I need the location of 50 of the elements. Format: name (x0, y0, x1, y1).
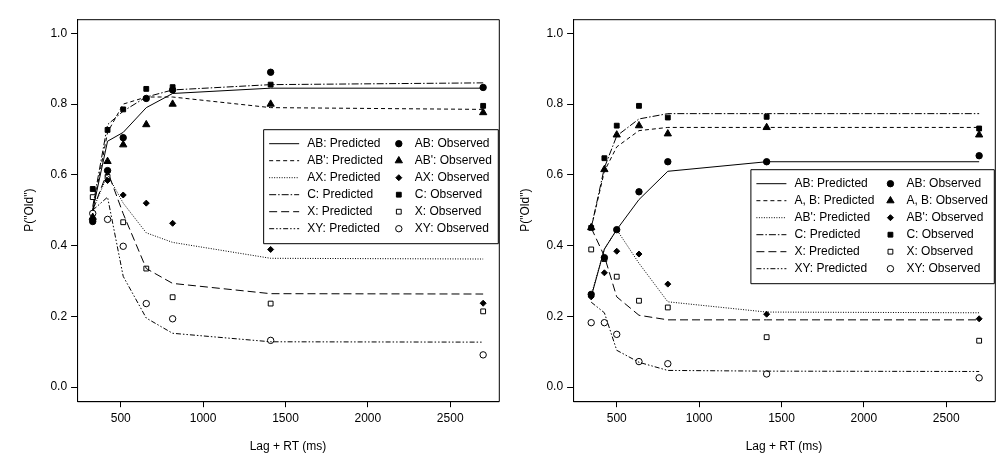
legend-label: X: Predicted (794, 244, 860, 259)
legend-label: AX: Observed (414, 170, 490, 185)
legend-label: C: Observed (414, 187, 483, 202)
y-tick-label: 0.2 (546, 308, 564, 323)
y-tick-label: 1.0 (50, 25, 68, 40)
y-tick-label: 0.0 (50, 379, 68, 394)
x-tick-label: 1000 (189, 410, 217, 425)
x-tick-label: 500 (606, 410, 628, 425)
x-axis-title: Lag + RT (ms) (249, 439, 327, 454)
legend-label: AB: Predicted (794, 176, 868, 191)
legend-label: X: Observed (414, 204, 482, 219)
legend-label: C: Observed (906, 227, 974, 242)
x-axis-title: Lag + RT (ms) (745, 439, 823, 454)
x-tick-label: 2000 (354, 410, 382, 425)
legend-label: AB: Predicted (307, 136, 381, 151)
legend-label: AB': Predicted (794, 210, 871, 225)
legend-label: A, B: Predicted (794, 193, 875, 208)
legend-label: AB': Predicted (307, 153, 383, 168)
legend-label: AB: Observed (906, 176, 982, 191)
legend-label: AX: Predicted (307, 170, 381, 185)
x-tick-label: 2500 (436, 410, 464, 425)
y-tick-label: 0.6 (546, 167, 564, 182)
y-axis-title: P("Old") (21, 188, 36, 232)
y-tick-label: 0.6 (50, 167, 68, 182)
legend-label: AB: Observed (414, 136, 490, 151)
legend-label: X: Predicted (307, 204, 373, 219)
legend-label: C: Predicted (794, 227, 861, 242)
legend-label: AB': Observed (414, 153, 492, 168)
x-tick-label: 2000 (850, 410, 878, 425)
legend-label: XY: Predicted (794, 261, 868, 276)
x-tick-label: 2500 (932, 410, 960, 425)
y-tick-label: 0.2 (50, 308, 68, 323)
y-tick-label: 0.8 (546, 96, 564, 111)
legend-label: XY: Observed (414, 221, 489, 236)
y-axis-title: P("Old") (517, 188, 532, 232)
y-tick-label: 0.8 (50, 96, 68, 111)
y-tick-label: 0.4 (50, 237, 68, 252)
legend-label: XY: Observed (906, 261, 981, 276)
x-tick-label: 1000 (685, 410, 713, 425)
legend-label: X: Observed (906, 244, 974, 259)
y-tick-label: 1.0 (546, 25, 564, 40)
legend-label: C: Predicted (307, 187, 374, 202)
legend-label: AB': Observed (906, 210, 984, 225)
legend-label: A, B: Observed (906, 193, 988, 208)
x-tick-label: 1500 (768, 410, 796, 425)
y-tick-label: 0.0 (546, 379, 564, 394)
x-tick-label: 1500 (272, 410, 300, 425)
x-tick-label: 500 (110, 410, 132, 425)
y-tick-label: 0.4 (546, 237, 564, 252)
legend-label: XY: Predicted (307, 221, 380, 236)
